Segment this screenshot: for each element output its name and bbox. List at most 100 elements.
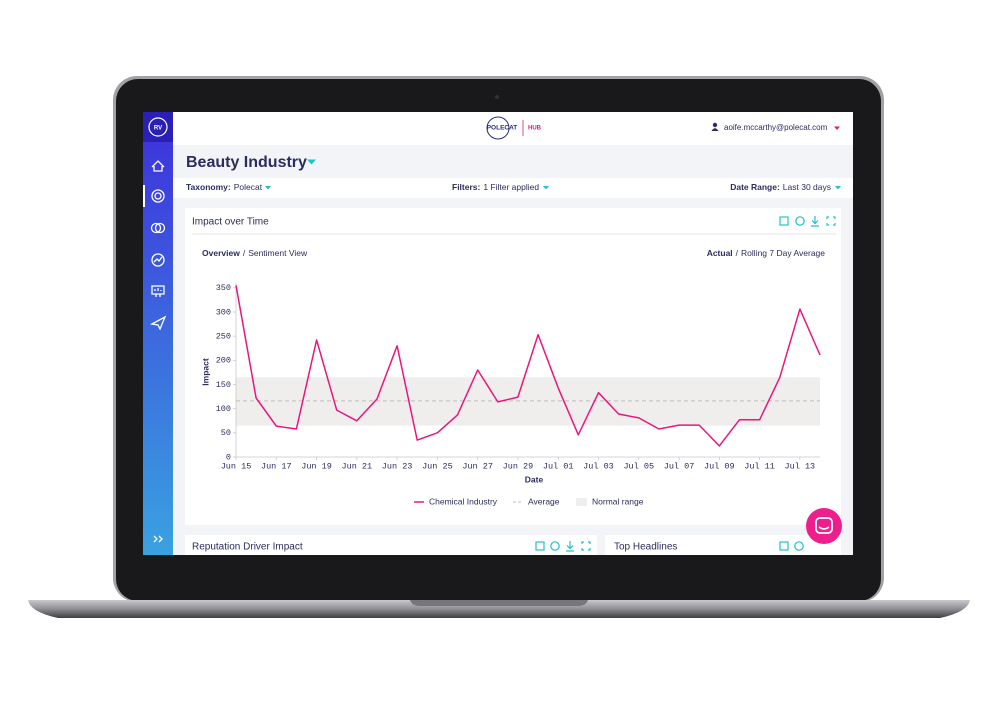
- brand-name[interactable]: POLECAT: [487, 125, 518, 132]
- laptop-base: [28, 600, 970, 618]
- nav-active-indicator: [143, 185, 145, 207]
- view-separator: /: [243, 248, 246, 258]
- legend-swatch: [576, 498, 587, 506]
- title-caret[interactable]: [307, 159, 316, 165]
- filters-value: 1 Filter applied: [483, 182, 539, 192]
- y-tick-label: 0: [226, 452, 231, 462]
- sidebar-logo-bg: [143, 112, 173, 142]
- y-tick-label: 150: [216, 380, 231, 390]
- panel-tools: [779, 216, 836, 227]
- x-axis-label: Date: [525, 474, 544, 484]
- tool-add[interactable]: [795, 216, 805, 226]
- filters-filter[interactable]: Filters: 1 Filter applied: [452, 182, 539, 192]
- nav-compare[interactable]: [150, 222, 162, 234]
- tool-help[interactable]: [779, 541, 789, 551]
- nav-report[interactable]: [151, 285, 165, 297]
- laptop-notch: [410, 600, 588, 606]
- brand-ring: [486, 116, 510, 140]
- mode-separator: /: [736, 248, 739, 258]
- date-range-value: Last 30 days: [783, 182, 831, 192]
- logo-badge[interactable]: RV: [154, 126, 162, 132]
- view-other[interactable]: Sentiment View: [248, 248, 308, 258]
- top-bar: [173, 112, 853, 145]
- reputation-title: Reputation Driver Impact: [192, 542, 303, 553]
- tool-fullscreen[interactable]: [826, 216, 836, 226]
- nav-target[interactable]: [151, 189, 165, 203]
- legend-label: Average: [528, 496, 560, 506]
- series-line: [235, 285, 821, 447]
- page-title: Beauty Industry: [186, 154, 307, 171]
- y-tick-label: 50: [221, 428, 231, 438]
- tool-fullscreen[interactable]: [581, 541, 591, 551]
- nav-compare-2: [154, 222, 166, 234]
- x-tick-label: Jul 01: [543, 461, 574, 471]
- headlines-tools: [779, 541, 804, 551]
- date-range-filter[interactable]: Date Range: Last 30 days: [730, 182, 831, 192]
- x-tick-label: Jul 07: [664, 461, 695, 471]
- impact-panel: [185, 208, 841, 525]
- y-tick-label: 250: [216, 331, 231, 341]
- taxonomy-label: Taxonomy:: [186, 182, 231, 192]
- mode-active[interactable]: Actual: [707, 248, 733, 258]
- x-tick-label: Jun 29: [503, 461, 534, 471]
- x-tick-label: Jun 21: [342, 461, 373, 471]
- filter-bar: [173, 178, 853, 198]
- nav-trends[interactable]: [151, 253, 165, 267]
- tool-add[interactable]: [794, 541, 804, 551]
- panel-title: Impact over Time: [192, 217, 269, 228]
- y-axis-label: Impact: [200, 358, 210, 386]
- user-email[interactable]: aoife.mccarthy@polecat.com: [724, 123, 828, 132]
- mode-toggle: Actual / Rolling 7 Day Average: [707, 248, 826, 258]
- date-range-caret[interactable]: [835, 186, 841, 190]
- y-tick-label: 100: [216, 404, 231, 414]
- x-tick-label: Jun 19: [301, 461, 332, 471]
- view-toggle: Overview / Sentiment View: [202, 248, 308, 258]
- tool-help[interactable]: [779, 216, 789, 226]
- tool-download[interactable]: [566, 541, 574, 552]
- headlines-title: Top Headlines: [614, 542, 677, 553]
- nav-icons: [143, 160, 167, 543]
- legend-label: Normal range: [592, 496, 644, 506]
- reputation-panel: [185, 535, 597, 555]
- logo-ring: [148, 117, 168, 137]
- chat-smile: [818, 526, 830, 530]
- nav-send[interactable]: [150, 315, 167, 331]
- chat-icon: [815, 517, 833, 534]
- x-tick-label: Jun 25: [422, 461, 453, 471]
- filters-label: Filters:: [452, 182, 481, 192]
- x-tick-label: Jul 13: [785, 461, 816, 471]
- x-tick-label: Jul 11: [744, 461, 775, 471]
- mode-other[interactable]: Rolling 7 Day Average: [741, 248, 825, 258]
- user-icon-body: [711, 128, 719, 131]
- chat-button[interactable]: [806, 508, 842, 544]
- nav-target-inner: [154, 192, 162, 200]
- user-icon-head: [712, 122, 718, 128]
- user-caret[interactable]: [834, 126, 840, 131]
- taxonomy-filter[interactable]: Taxonomy: Polecat: [186, 182, 263, 192]
- filters-caret[interactable]: [543, 186, 549, 190]
- x-tick-label: Jun 15: [221, 461, 252, 471]
- date-range-label: Date Range:: [730, 182, 780, 192]
- x-tick-label: Jun 17: [261, 461, 292, 471]
- x-tick-label: Jul 05: [623, 461, 654, 471]
- x-tick-label: Jun 23: [382, 461, 413, 471]
- x-tick-label: Jun 27: [462, 461, 493, 471]
- reputation-tools: [535, 541, 591, 552]
- x-tick-label: Jul 03: [583, 461, 614, 471]
- nav-trends-line: [153, 256, 163, 263]
- camera: [495, 95, 499, 99]
- tool-add[interactable]: [550, 541, 560, 551]
- tool-download[interactable]: [811, 216, 819, 227]
- y-tick-label: 200: [216, 356, 231, 366]
- tool-help[interactable]: [535, 541, 545, 551]
- chart: Impact Date 0 50 100 150 200 250 300 350 Jun 15 J…: [200, 283, 821, 506]
- product-name: HUB: [528, 126, 542, 132]
- sidebar: [143, 112, 173, 555]
- taxonomy-caret[interactable]: [265, 186, 271, 190]
- x-tick-label: Jul 09: [704, 461, 735, 471]
- view-active[interactable]: Overview: [202, 248, 240, 258]
- y-tick-label: 300: [216, 307, 231, 317]
- nav-home[interactable]: [151, 160, 165, 172]
- nav-expand[interactable]: [153, 535, 163, 543]
